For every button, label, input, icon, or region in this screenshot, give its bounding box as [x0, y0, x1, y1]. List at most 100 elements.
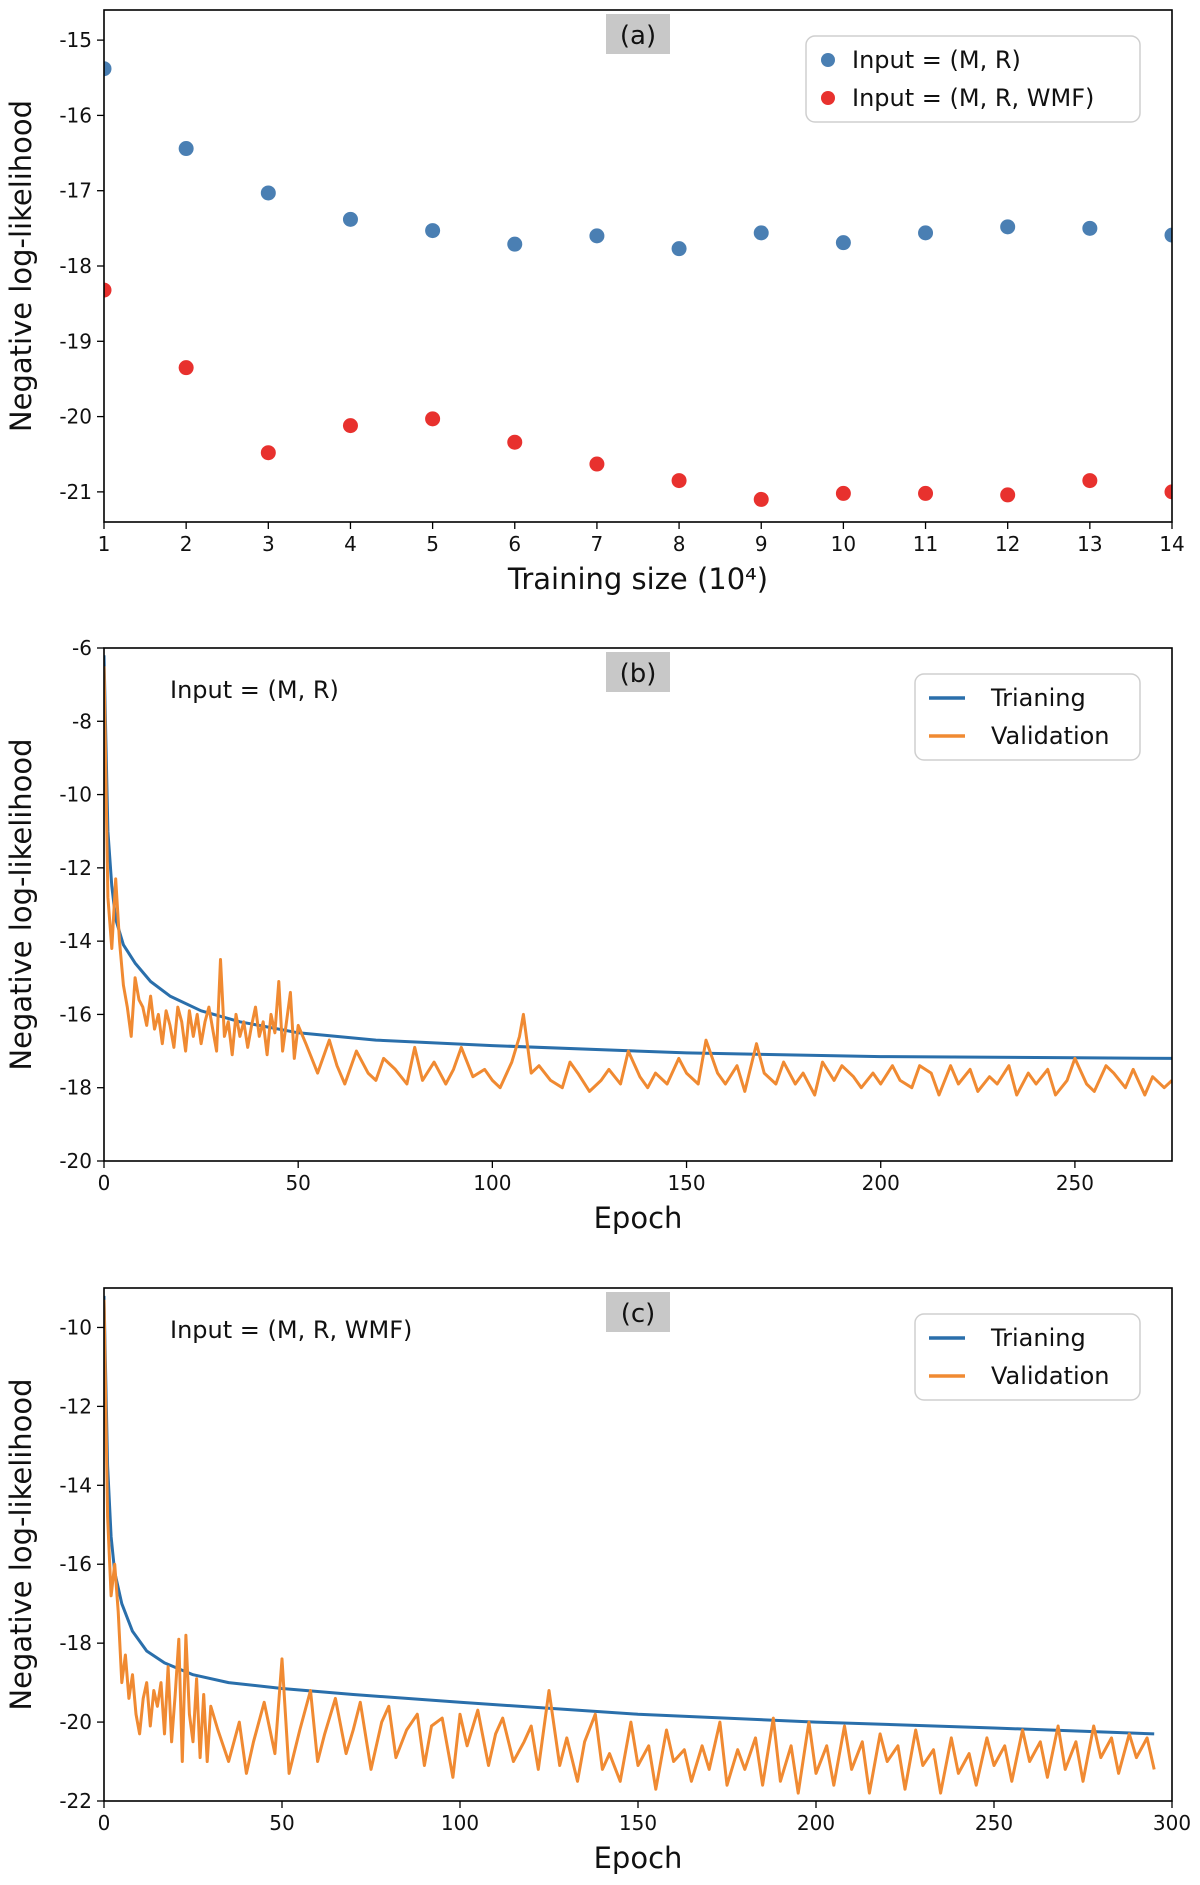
x-tick-label: 250	[975, 1811, 1013, 1835]
chart-panel-c: 0 50 100 150 200 250 300 -22 -20 -18 -16 -14 -12 -10 E…	[4, 1287, 1191, 1875]
data-point	[425, 411, 441, 427]
data-point	[1082, 473, 1098, 489]
data-point	[178, 141, 194, 157]
chart-panel-a: 1 2 3 4 5 6 7 8 9 10 11 12 13 14-21-20-19-18-17-16-15…	[4, 9, 1185, 596]
x-tick-label: 100	[473, 1171, 511, 1195]
y-tick-label: -10	[59, 783, 92, 807]
x-tick-label: 50	[269, 1811, 294, 1835]
panel-label: (b)	[620, 659, 657, 689]
legend: Trianing Validation	[914, 1313, 1141, 1401]
data-point	[342, 211, 358, 227]
legend: Input = (M, R) Input = (M, R, WMF)	[805, 35, 1141, 123]
data-point	[589, 456, 605, 472]
data-point	[918, 485, 934, 501]
x-tick-label: 200	[862, 1171, 900, 1195]
y-tick-label: -18	[59, 1076, 92, 1100]
y-axis-label: Negative log-likelihood	[4, 738, 38, 1070]
legend-marker	[821, 91, 835, 105]
plot-area	[104, 1295, 1156, 1795]
data-point	[178, 360, 194, 376]
series-line-validation	[104, 666, 1172, 1097]
plot-frame	[103, 647, 1173, 1162]
y-tick-label: -6	[72, 636, 92, 660]
data-point	[104, 61, 112, 77]
x-tick-label: 2	[180, 532, 193, 556]
y-axis-label: Negative log-likelihood	[4, 100, 38, 432]
legend-label: Validation	[991, 722, 1110, 750]
y-tick-label: -10	[59, 1315, 92, 1339]
x-tick-label: 100	[441, 1811, 479, 1835]
data-point	[342, 418, 358, 434]
data-point	[671, 473, 687, 489]
x-tick-label: 4	[344, 532, 357, 556]
y-tick-label: -21	[59, 480, 92, 504]
chart-panel-b: 0 50 100 150 200 250 -20 -18 -16 -14 -12 -10 -8 -6 Epo…	[4, 636, 1173, 1235]
data-point	[260, 445, 276, 461]
data-point	[1000, 487, 1016, 503]
x-tick-label: 0	[98, 1171, 111, 1195]
x-tick-label: 10	[831, 532, 856, 556]
y-tick-label: -16	[59, 1002, 92, 1026]
data-point	[507, 434, 523, 450]
x-tick-label: 6	[508, 532, 521, 556]
panel-label: (c)	[621, 1299, 656, 1329]
legend-box	[805, 35, 1141, 123]
data-point	[1082, 220, 1098, 236]
data-point	[589, 228, 605, 244]
x-tick-label: 5	[426, 532, 439, 556]
plot-frame	[103, 1287, 1173, 1802]
legend-label: Validation	[991, 1362, 1110, 1390]
series-line-trianing	[104, 1295, 1155, 1736]
x-tick-label: 250	[1056, 1171, 1094, 1195]
series-line-validation	[104, 1299, 1156, 1795]
panel-label-box	[606, 14, 670, 54]
y-tick-label: -12	[59, 1394, 92, 1418]
data-point	[671, 241, 687, 257]
panel-label: (a)	[620, 21, 656, 51]
x-tick-label: 1	[98, 532, 111, 556]
y-tick-label: -17	[59, 179, 92, 203]
x-tick-label: 9	[755, 532, 768, 556]
x-tick-label: 14	[1159, 532, 1184, 556]
legend-label: Input = (M, R)	[852, 46, 1021, 74]
legend-box	[914, 673, 1141, 761]
plot-frame	[103, 9, 1173, 523]
panel-label-box	[606, 1292, 670, 1332]
x-tick-label: 50	[285, 1171, 310, 1195]
legend-label: Trianing	[990, 684, 1086, 712]
x-axis-label: Epoch	[594, 1841, 683, 1875]
x-tick-label: 3	[262, 532, 275, 556]
chart-annotation: Input = (M, R)	[170, 676, 339, 704]
plot-area	[104, 61, 1172, 507]
data-point	[260, 185, 276, 201]
legend-label: Trianing	[990, 1324, 1086, 1352]
y-tick-label: -16	[59, 1552, 92, 1576]
x-tick-label: 200	[797, 1811, 835, 1835]
y-tick-label: -15	[59, 28, 92, 52]
x-tick-label: 12	[995, 532, 1020, 556]
y-tick-label: -18	[59, 254, 92, 278]
data-point	[835, 235, 851, 251]
y-tick-label: -22	[59, 1789, 92, 1813]
plot-area	[104, 655, 1172, 1097]
y-tick-label: -14	[59, 929, 92, 953]
y-tick-label: -20	[59, 1149, 92, 1173]
y-tick-label: -12	[59, 856, 92, 880]
y-tick-label: -18	[59, 1631, 92, 1655]
data-point	[507, 236, 523, 252]
y-tick-label: -14	[59, 1473, 92, 1497]
data-point	[753, 491, 769, 507]
x-axis-label: Training size (10⁴)	[507, 562, 768, 596]
legend-marker	[821, 53, 835, 67]
x-tick-label: 13	[1077, 532, 1102, 556]
data-point	[1164, 227, 1172, 243]
data-point	[918, 225, 934, 241]
legend-box	[914, 1313, 1141, 1401]
y-tick-label: -16	[59, 103, 92, 127]
x-tick-label: 150	[667, 1171, 705, 1195]
y-tick-label: -20	[59, 405, 92, 429]
x-tick-label: 300	[1153, 1811, 1191, 1835]
x-tick-label: 150	[619, 1811, 657, 1835]
y-tick-label: -8	[72, 709, 92, 733]
